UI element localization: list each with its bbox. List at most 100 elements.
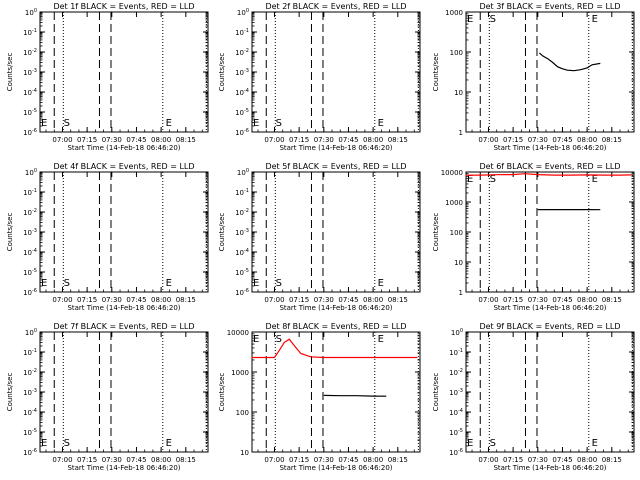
marker-s: S [276,334,282,345]
y-tick-label: 10-5 [23,428,37,437]
x-axis-label: Start Time (14-Feb-18 06:46:20) [493,144,606,152]
y-tick-label: 10-4 [23,248,37,257]
marker-e-left: E [41,278,47,289]
x-tick-label: 07:00 [478,296,498,304]
x-tick-label: 07:30 [314,456,334,464]
y-tick-label: 10-2 [23,48,37,57]
y-tick-label: 10 [240,449,249,457]
panel-title: Det 1f BLACK = Events, RED = LLD [53,2,194,11]
x-tick-label: 07:00 [264,296,284,304]
marker-e-left: E [467,174,473,185]
y-tick-label: 10000 [441,169,463,177]
y-tick-label: 10 [454,89,463,97]
series-line-2 [323,394,387,397]
y-tick-label: 100 [237,168,249,177]
y-tick-label: 10-4 [235,248,249,257]
plot-frame [251,11,421,133]
plot-frame [465,11,635,133]
y-tick-label: 100 [25,168,37,177]
y-tick-label: 10-3 [235,228,249,237]
series-line-1 [251,338,418,359]
y-tick-label: 10-6 [23,288,37,297]
x-tick-label: 07:45 [552,456,572,464]
marker-e-left: E [467,438,473,449]
y-tick-label: 100 [25,328,37,337]
y-axis-label: Counts/sec [218,373,226,412]
y-tick-label: 10-1 [23,348,37,357]
x-tick-label: 08:00 [151,296,171,304]
x-tick-label: 07:15 [503,296,523,304]
x-tick-label: 08:00 [577,296,597,304]
detector-panel-2: Det 2f BLACK = Events, RED = LLD Counts/s… [218,2,421,152]
x-tick-label: 07:30 [102,136,122,144]
y-tick-label: 100 [237,8,249,17]
y-tick-label: 100 [236,409,249,417]
marker-e: E [166,438,172,449]
y-tick-label: 10-1 [235,28,249,37]
marker-e: E [592,174,598,185]
x-axis-label: Start Time (14-Feb-18 06:46:20) [279,144,392,152]
x-tick-label: 08:00 [151,136,171,144]
y-axis-label: Counts/sec [432,213,440,252]
panel-title: Det 4f BLACK = Events, RED = LLD [53,162,194,171]
panel-title: Det 7f BLACK = Events, RED = LLD [53,322,194,331]
marker-e-left: E [467,14,473,25]
x-tick-label: 07:30 [528,296,548,304]
plot-frame [39,331,209,453]
series-line-1 [538,52,601,72]
y-tick-label: 10-2 [449,368,463,377]
marker-e: E [592,438,598,449]
marker-e: E [378,118,384,129]
detector-panel-5: Det 5f BLACK = Events, RED = LLD Counts/s… [218,162,421,312]
x-tick-label: 08:15 [388,456,408,464]
y-tick-label: 10-1 [449,348,463,357]
x-tick-label: 07:45 [552,136,572,144]
y-tick-label: 10-6 [23,448,37,457]
y-tick-label: 10-4 [23,408,37,417]
y-tick-label: 10-6 [235,288,249,297]
x-tick-label: 07:00 [264,136,284,144]
x-axis-label: Start Time (14-Feb-18 06:46:20) [67,304,180,312]
y-axis-label: Counts/sec [218,53,226,92]
plot-frame [251,171,421,293]
marker-e-left: E [253,118,259,129]
y-axis-label: Counts/sec [6,373,14,412]
plot-frame [465,331,635,453]
x-tick-label: 08:15 [602,456,622,464]
y-tick-label: 10-4 [235,88,249,97]
y-tick-label: 1 [459,129,463,137]
y-tick-label: 100 [450,229,463,237]
x-axis-label: Start Time (14-Feb-18 06:46:20) [279,464,392,472]
y-tick-label: 10-5 [23,108,37,117]
x-tick-label: 07:45 [338,296,358,304]
x-axis-label: Start Time (14-Feb-18 06:46:20) [67,464,180,472]
detector-panel-4: Det 4f BLACK = Events, RED = LLD Counts/s… [6,162,209,312]
y-tick-label: 1000 [231,369,249,377]
y-tick-label: 1000 [445,9,463,17]
y-tick-label: 10-2 [23,208,37,217]
y-tick-label: 10-1 [23,188,37,197]
marker-s: S [64,438,70,449]
y-tick-label: 10-1 [23,28,37,37]
x-tick-label: 07:00 [52,456,72,464]
marker-s: S [64,278,70,289]
panel-title: Det 8f BLACK = Events, RED = LLD [265,322,406,331]
x-tick-label: 07:15 [77,456,97,464]
x-tick-label: 07:45 [552,296,572,304]
x-tick-label: 07:45 [126,296,146,304]
x-tick-label: 07:15 [77,296,97,304]
x-axis-label: Start Time (14-Feb-18 06:46:20) [493,464,606,472]
x-tick-label: 07:45 [126,136,146,144]
marker-s: S [490,438,496,449]
detector-panel-9: Det 9f BLACK = Events, RED = LLD Counts/s… [432,322,635,472]
x-tick-label: 08:00 [363,456,383,464]
y-axis-label: Counts/sec [218,213,226,252]
x-axis-label: Start Time (14-Feb-18 06:46:20) [279,304,392,312]
plot-frame [465,171,635,293]
detector-panel-8: Det 8f BLACK = Events, RED = LLD Counts/s… [218,322,421,472]
detector-panel-1: Det 1f BLACK = Events, RED = LLD Counts/s… [6,2,209,152]
x-tick-label: 08:00 [363,296,383,304]
marker-s: S [64,118,70,129]
x-tick-label: 08:15 [176,456,196,464]
